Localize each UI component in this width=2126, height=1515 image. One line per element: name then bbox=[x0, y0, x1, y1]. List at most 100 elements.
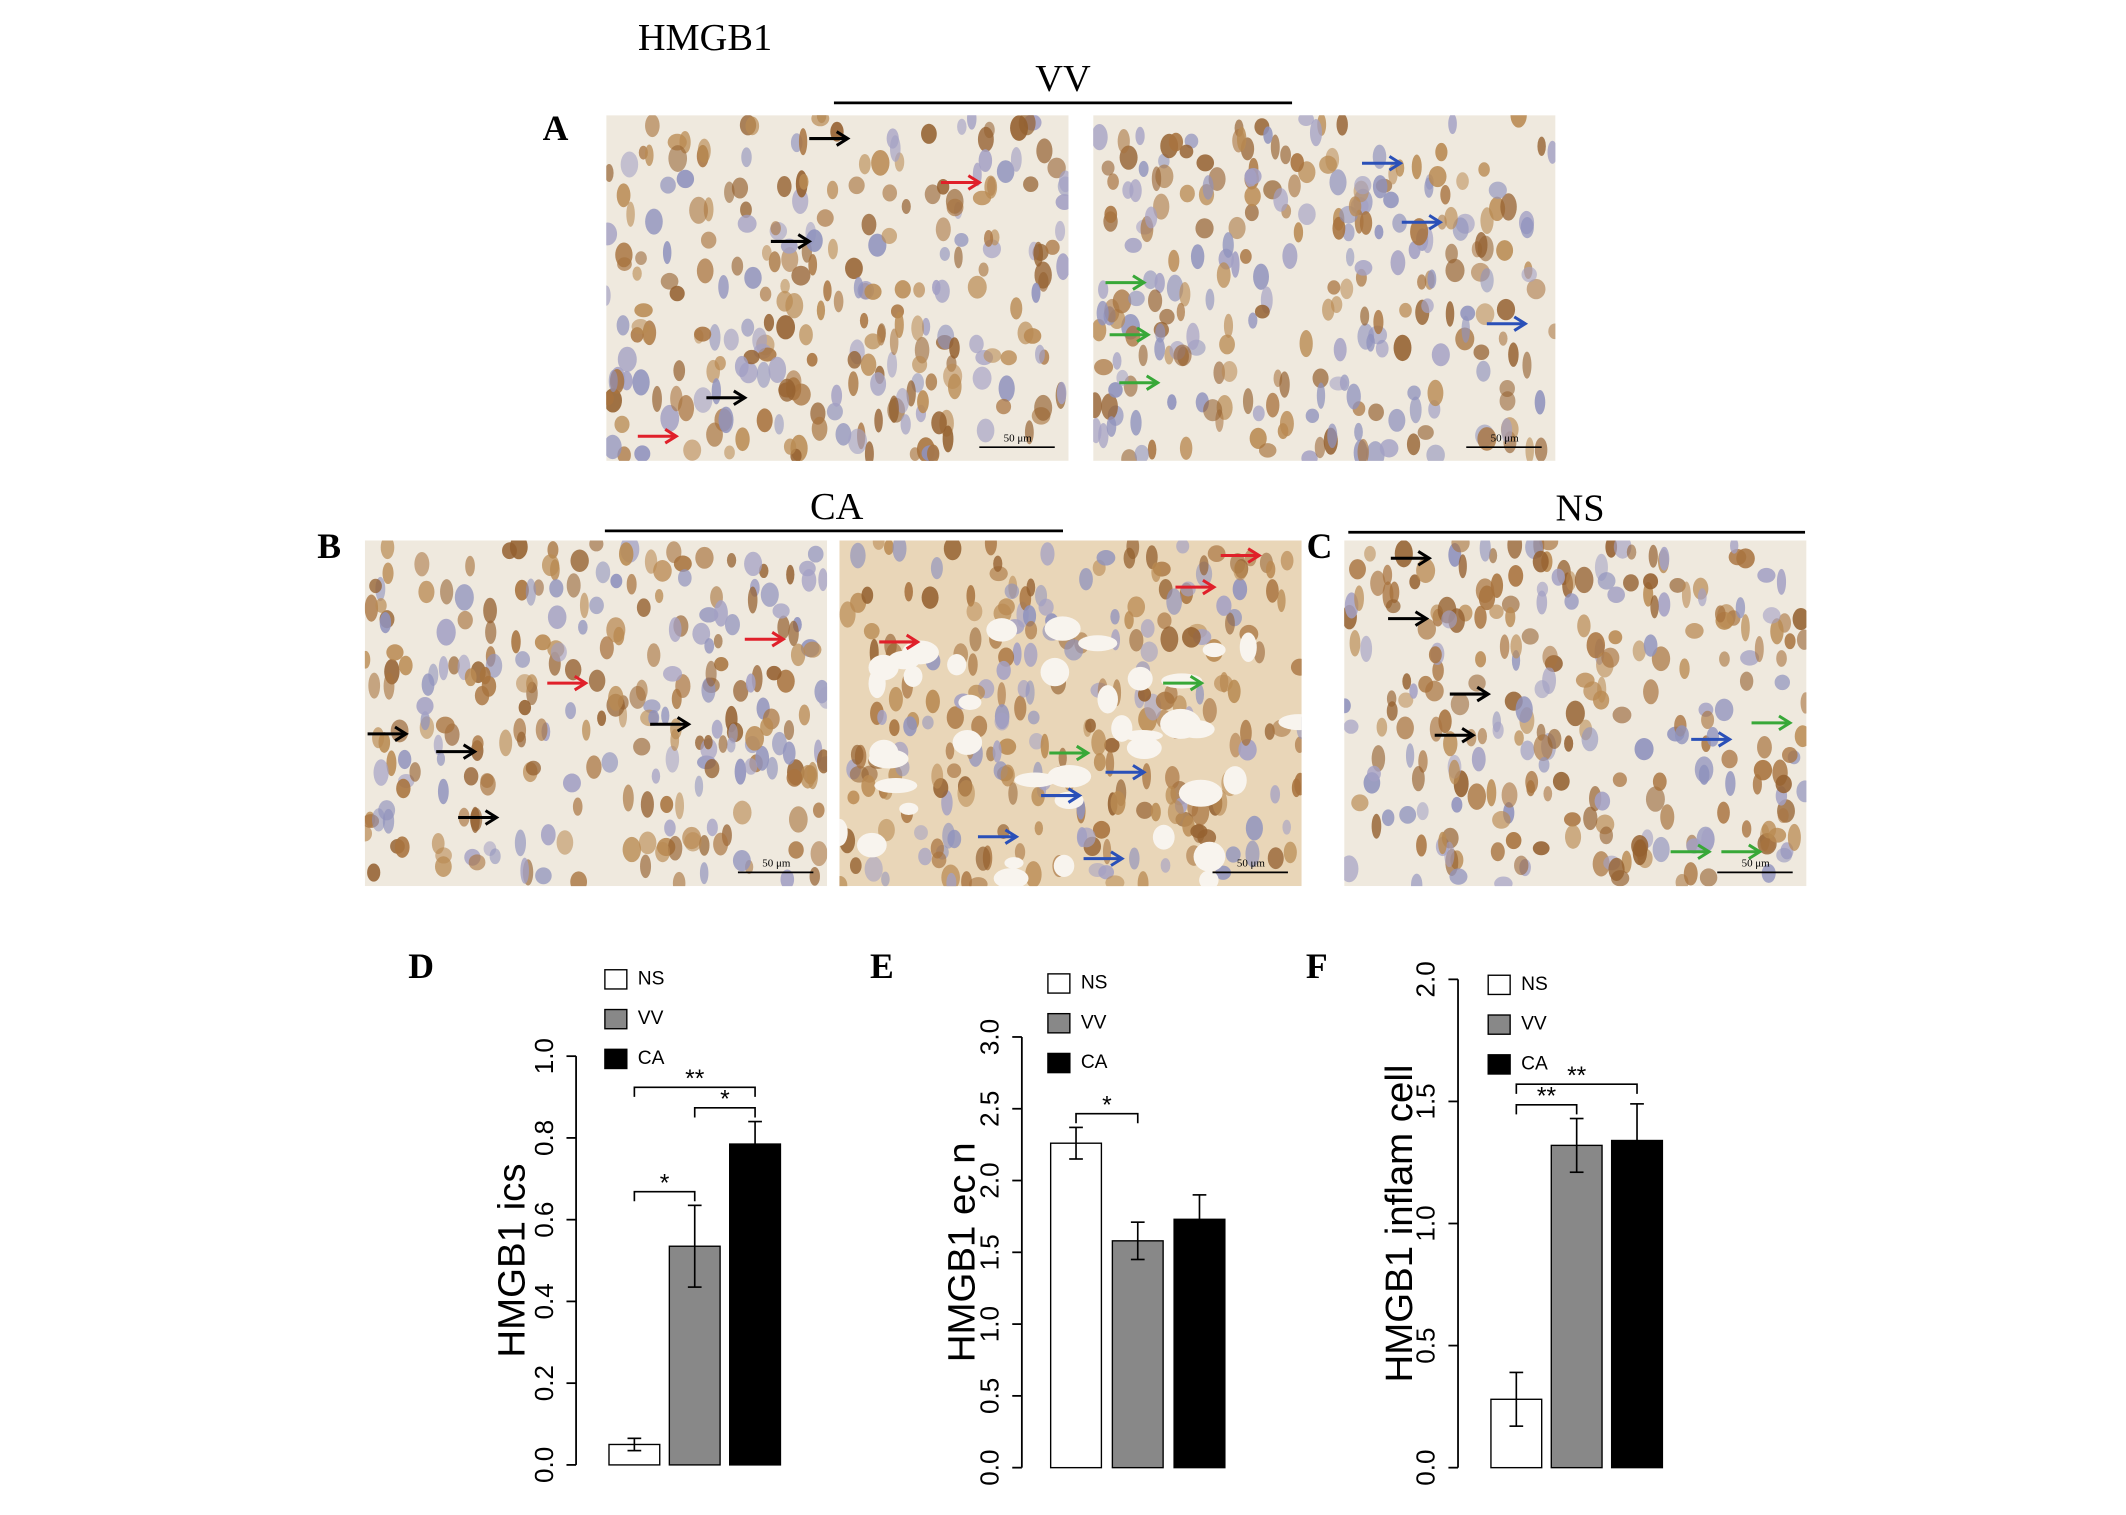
nucleus bbox=[1360, 635, 1373, 662]
nucleus bbox=[472, 735, 484, 752]
vacuole bbox=[1014, 772, 1057, 788]
nucleus bbox=[1136, 801, 1154, 819]
vacuole bbox=[1044, 616, 1081, 641]
legend-label: VV bbox=[1521, 1014, 1547, 1035]
nucleus bbox=[1431, 343, 1450, 367]
chart-title: F bbox=[1306, 946, 1328, 986]
nucleus bbox=[1180, 581, 1196, 597]
arrow-head bbox=[771, 631, 787, 648]
nucleus bbox=[1643, 679, 1659, 705]
nucleus bbox=[608, 685, 624, 711]
nucleus bbox=[949, 337, 960, 359]
nucleus bbox=[1140, 619, 1155, 638]
nucleus bbox=[925, 373, 938, 391]
nucleus bbox=[631, 318, 650, 335]
nucleus bbox=[1394, 540, 1413, 568]
arrow-head bbox=[1697, 843, 1712, 860]
nucleus bbox=[1706, 726, 1720, 747]
nucleus bbox=[1371, 813, 1382, 839]
nucleus bbox=[946, 198, 964, 217]
nucleus bbox=[421, 673, 435, 696]
nucleus bbox=[1741, 614, 1750, 642]
nucleus bbox=[1445, 258, 1465, 283]
nucleus bbox=[1199, 555, 1209, 576]
nucleus bbox=[1112, 352, 1122, 370]
nucleus bbox=[930, 838, 944, 859]
arrow-head bbox=[1247, 547, 1262, 564]
micrograph bbox=[364, 540, 828, 887]
significance-label: * bbox=[1102, 1092, 1112, 1119]
nucleus bbox=[864, 856, 883, 882]
bar bbox=[1049, 1142, 1103, 1469]
nucleus bbox=[1574, 566, 1594, 594]
nucleus bbox=[689, 196, 709, 224]
nucleus bbox=[1333, 337, 1347, 362]
nucleus bbox=[608, 370, 618, 393]
nucleus bbox=[881, 227, 898, 244]
nucleus bbox=[1475, 578, 1495, 603]
nucleus bbox=[483, 597, 497, 624]
nucleus bbox=[606, 391, 614, 406]
nucleus bbox=[1501, 418, 1513, 443]
nucleus bbox=[1031, 786, 1045, 807]
nucleus bbox=[864, 441, 874, 461]
nucleus bbox=[1410, 218, 1429, 246]
vacuole bbox=[1127, 666, 1153, 691]
nucleus bbox=[635, 251, 647, 266]
y-tick-label: 0.0 bbox=[975, 1450, 1005, 1486]
nucleus bbox=[1405, 743, 1415, 768]
nucleus bbox=[436, 751, 446, 766]
vacuole bbox=[903, 665, 923, 687]
nucleus bbox=[1522, 351, 1532, 379]
nucleus bbox=[1024, 420, 1034, 445]
vacuole bbox=[993, 868, 1029, 887]
arrow-head bbox=[905, 633, 921, 651]
nucleus bbox=[1445, 301, 1455, 327]
nucleus bbox=[760, 582, 779, 607]
nucleus bbox=[783, 720, 795, 740]
vacuole bbox=[958, 694, 982, 710]
nucleus bbox=[1607, 586, 1625, 603]
legend-label: NS bbox=[638, 968, 665, 989]
nucleus bbox=[884, 540, 894, 555]
nucleus bbox=[1521, 628, 1539, 645]
nucleus bbox=[1753, 759, 1773, 781]
nucleus bbox=[1173, 344, 1192, 367]
nucleus bbox=[1279, 371, 1290, 398]
nucleus bbox=[622, 784, 634, 812]
nucleus bbox=[1336, 115, 1348, 136]
nucleus bbox=[939, 246, 950, 261]
nucleus bbox=[1525, 437, 1534, 461]
nucleus bbox=[1219, 334, 1235, 355]
nucleus bbox=[1314, 436, 1326, 459]
nucleus bbox=[705, 660, 717, 687]
nucleus bbox=[1244, 203, 1259, 222]
nucleus bbox=[861, 774, 876, 797]
nucleus bbox=[1153, 193, 1170, 220]
nucleus bbox=[1312, 368, 1329, 388]
nucleus bbox=[1299, 330, 1313, 358]
nucleus bbox=[1488, 548, 1498, 564]
nucleus bbox=[436, 618, 456, 646]
vacuole bbox=[1152, 824, 1175, 850]
nucleus bbox=[1475, 303, 1495, 326]
nucleus bbox=[699, 862, 709, 885]
bar bbox=[729, 1143, 782, 1466]
arrow-head bbox=[573, 674, 589, 692]
nucleus bbox=[1135, 126, 1145, 146]
nucleus bbox=[726, 552, 737, 568]
nucleus bbox=[889, 135, 901, 162]
nucleus bbox=[1166, 274, 1184, 302]
nucleus bbox=[1056, 253, 1069, 281]
nucleus bbox=[1264, 723, 1275, 740]
nucleus bbox=[1443, 731, 1458, 757]
nucleus bbox=[777, 615, 790, 640]
nucleus bbox=[947, 829, 962, 849]
nucleus bbox=[745, 116, 760, 136]
y-tick-label: 0.0 bbox=[529, 1447, 559, 1483]
nucleus bbox=[1650, 595, 1659, 619]
vacuole bbox=[874, 777, 918, 794]
nucleus bbox=[1128, 290, 1145, 307]
nucleus bbox=[1270, 785, 1281, 804]
nucleus bbox=[1674, 725, 1689, 745]
